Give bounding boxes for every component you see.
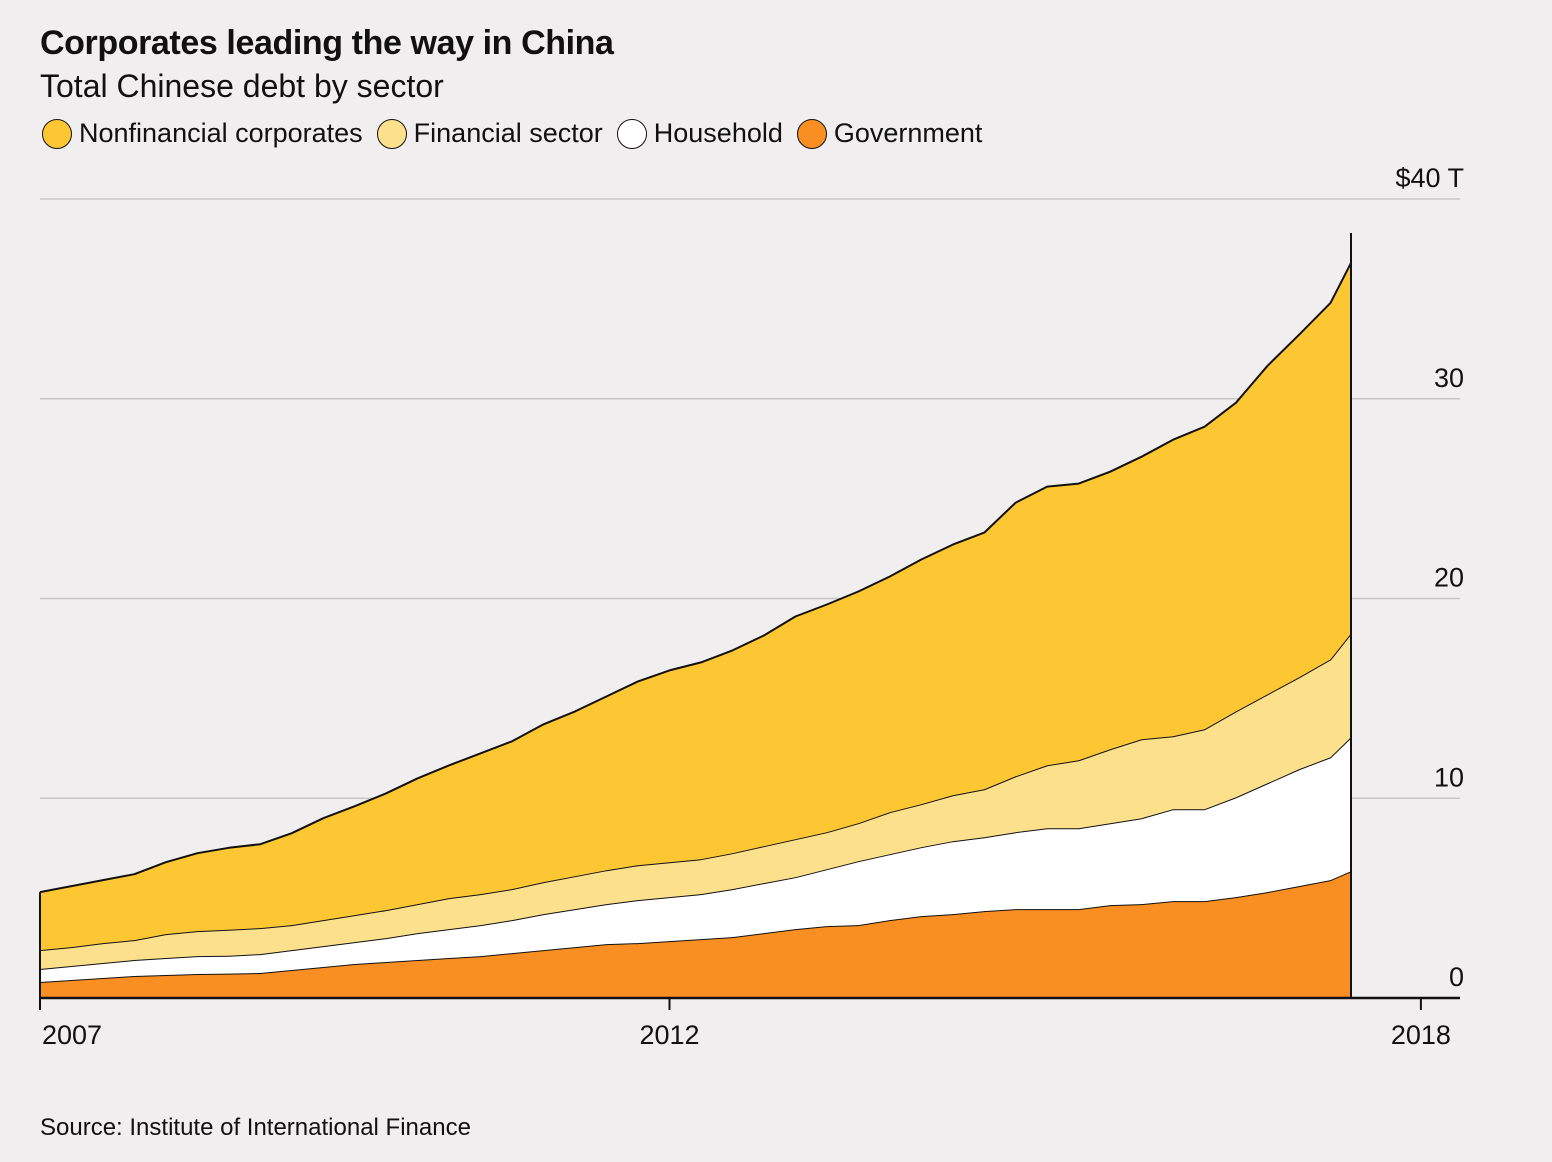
x-tick-label-2018: 2018 xyxy=(1391,1020,1451,1050)
y-tick-label-20: 20 xyxy=(1434,563,1464,593)
y-tick-label-40: $40 T xyxy=(1395,163,1464,193)
line-nonfinancial-corporates xyxy=(39,233,1352,894)
legend-item-nonfinancial: Nonfinancial corporates xyxy=(42,118,363,149)
x-tick-label-2007: 2007 xyxy=(42,1020,102,1050)
legend-label-household: Household xyxy=(653,118,783,148)
chart-title: Corporates leading the way in China xyxy=(40,24,614,62)
legend-swatch-financial xyxy=(376,118,407,149)
x-tick-label-2012: 2012 xyxy=(639,1020,699,1050)
legend: Nonfinancial corporates Financial sector… xyxy=(42,118,996,149)
area-government xyxy=(40,867,1351,998)
chart-subtitle: Total Chinese debt by sector xyxy=(40,68,444,104)
y-tick-label-10: 10 xyxy=(1434,762,1464,792)
source-note: Source: Institute of International Finan… xyxy=(40,1114,471,1141)
legend-label-financial: Financial sector xyxy=(413,118,603,148)
area-nonfinancial-corporates xyxy=(40,233,1351,951)
legend-swatch-nonfinancial xyxy=(42,118,72,149)
legend-swatch-government xyxy=(796,118,827,149)
y-tick-label-30: 30 xyxy=(1434,363,1464,393)
legend-swatch-household xyxy=(616,118,647,149)
legend-label-nonfinancial: Nonfinancial corporates xyxy=(79,118,363,148)
legend-label-government: Government xyxy=(833,118,983,148)
legend-item-financial: Financial sector xyxy=(376,118,603,149)
y-tick-label-0: 0 xyxy=(1449,962,1464,992)
area-household xyxy=(40,730,1351,982)
legend-item-household: Household xyxy=(616,118,783,149)
legend-item-government: Government xyxy=(796,118,983,149)
